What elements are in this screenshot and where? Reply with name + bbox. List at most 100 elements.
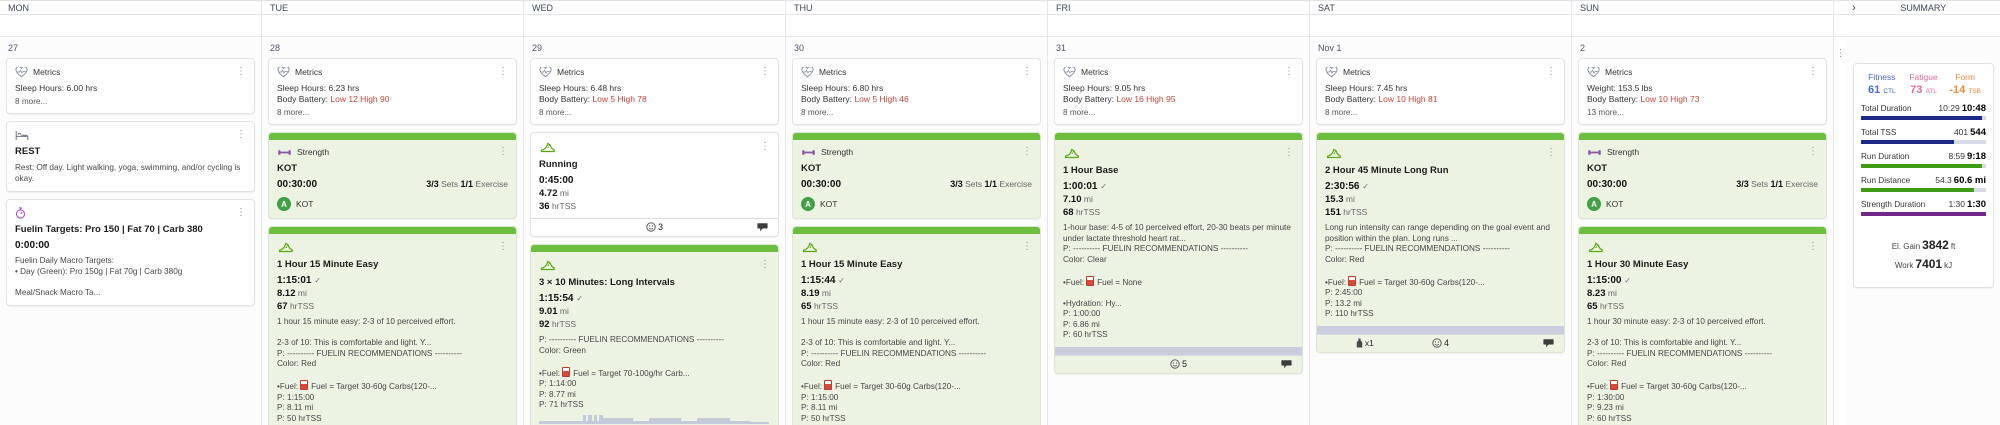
week-band [0,15,261,37]
card-menu-icon[interactable] [1546,67,1556,77]
card-menu-icon[interactable] [498,147,508,157]
metric-value-alert: Low 16 High 95 [1116,94,1176,104]
workout-duration: 1:00:01 [1063,181,1098,192]
card-menu-icon[interactable] [1022,242,1032,252]
panel-drag-handle-icon[interactable] [1836,48,1846,59]
unplanned-run-card[interactable]: Running 0:45:00 4.72 mi 36 hrTSS 3 [530,132,779,237]
fuelin-targets-card[interactable]: Fuelin Targets: Pro 150 | Fat 70 | Carb … [6,199,255,306]
metrics-card[interactable]: Metrics Sleep Hours: 6.00 hrs 8 more... [6,58,255,114]
run-workout-card[interactable]: 1 Hour 30 Minute Easy 1:15:00 8.23 mi 65… [1578,226,1827,425]
metrics-card[interactable]: Metrics Sleep Hours: 9.05 hrs Body Batte… [1054,58,1303,125]
mood-indicator[interactable]: 4 [1432,338,1449,348]
run-workout-card[interactable]: 1 Hour Base 1:00:01 7.10 mi 68 hrTSS 1-h… [1054,132,1303,374]
card-menu-icon[interactable] [1808,147,1818,157]
battery-icon [1086,275,1095,286]
workout-tss: 92 [539,319,550,330]
day-cell-fri[interactable]: 31 Metrics Sleep Hours: 9.05 hrs Body Ba… [1048,37,1309,425]
card-menu-icon[interactable] [1808,67,1818,77]
metrics-more-link[interactable]: 8 more... [539,108,572,117]
card-menu-icon[interactable] [1022,67,1032,77]
bottle-icon [1356,338,1363,348]
workout-description: 1-hour base: 4-5 of 10 perceived effort,… [1063,223,1294,341]
day-cell-sat[interactable]: Nov 1 Metrics Sleep Hours: 7.45 hrs Body… [1310,37,1571,425]
fueling-indicator[interactable]: x1 [1356,338,1374,348]
card-menu-icon[interactable] [236,130,246,140]
day-header-mon: MON [0,0,261,15]
run-workout-card[interactable]: 3 × 10 Minutes: Long Intervals 1:15:54 9… [530,244,779,425]
metrics-more-link[interactable]: 8 more... [801,108,834,117]
fitness-metric: Fitness 61 CTL [1868,72,1896,96]
day-cell-wed[interactable]: 29 Metrics Sleep Hours: 6.48 hrs Body Ba… [524,37,785,425]
sets-count: 3/3 [950,179,963,189]
rest-card[interactable]: REST Rest: Off day. Light walking, yoga,… [6,121,255,192]
sets-count: 3/3 [1736,179,1749,189]
card-menu-icon[interactable] [1284,148,1294,158]
metrics-card[interactable]: Metrics Sleep Hours: 6.48 hrs Body Batte… [530,58,779,125]
card-menu-icon[interactable] [1284,67,1294,77]
week-summary-card[interactable]: Fitness 61 CTL Fatigue 73 ATL Form -14 T… [1853,63,1994,288]
workout-distance: 9.01 [539,306,558,317]
metrics-more-link[interactable]: 8 more... [1063,108,1096,117]
workout-duration: 1:15:01 [277,275,312,286]
metric-value-alert: Low 12 High 90 [330,94,390,104]
comments-icon[interactable] [1281,359,1292,369]
card-menu-icon[interactable] [760,67,770,77]
card-menu-icon[interactable] [760,260,770,270]
card-menu-icon[interactable] [1546,148,1556,158]
metrics-label: Metrics [1081,67,1109,77]
workout-duration: 2:30:56 [1325,181,1360,192]
card-menu-icon[interactable] [236,67,246,77]
day-cell-tue[interactable]: 28 Metrics Sleep Hours: 6.23 hrs Body Ba… [262,37,523,425]
day-cell-sun[interactable]: 2 Metrics Weight: 153.5 lbs Body Battery… [1572,37,1833,425]
metrics-more-link[interactable]: 8 more... [1325,108,1358,117]
metrics-label: Metrics [1605,67,1633,77]
card-menu-icon[interactable] [236,208,246,218]
workout-title: KOT [277,163,298,174]
mood-indicator[interactable]: 3 [646,222,663,232]
workout-duration: 00:30:00 [277,179,318,190]
metric-value-alert: Low 5 High 78 [592,94,647,104]
comments-icon[interactable] [757,222,768,232]
avatar: A [1587,197,1601,211]
metrics-more-link[interactable]: 8 more... [15,97,48,106]
date-number: Nov 1 [1318,43,1342,53]
day-cell-thu[interactable]: 30 Metrics Sleep Hours: 6.80 hrs Body Ba… [786,37,1047,425]
metric-key: Sleep Hours: [277,83,327,93]
metrics-card[interactable]: Metrics Sleep Hours: 6.80 hrs Body Batte… [792,58,1041,125]
mood-indicator[interactable]: 5 [1170,359,1187,369]
card-menu-icon[interactable] [498,67,508,77]
summary-row-run-distance: Run Distance 54.3 60.6 mi [1861,175,1986,192]
metrics-more-link[interactable]: 8 more... [277,108,310,117]
workout-title: 1 Hour Base [1063,165,1119,176]
metrics-card[interactable]: Metrics Sleep Hours: 6.23 hrs Body Batte… [268,58,517,125]
day-column-mon: MON 27 Metrics Sleep Hours: 6.00 hrs 8 m… [0,0,262,425]
avatar-label: KOT [1606,199,1624,209]
planned-value: 1:30 [1966,199,1986,210]
collapse-panel-chevron-icon[interactable] [1847,2,1861,14]
actual-value: 10:29 [1938,103,1960,113]
run-workout-card[interactable]: 1 Hour 15 Minute Easy 1:15:01 8.12 mi 67… [268,226,517,425]
metrics-card[interactable]: Metrics Weight: 153.5 lbs Body Battery: … [1578,58,1827,125]
week-band [1310,15,1571,37]
metrics-card[interactable]: Metrics Sleep Hours: 7.45 hrs Body Batte… [1316,58,1565,125]
strength-workout-card[interactable]: Strength KOT 00:30:00 3/3 Sets 1/1 Exerc… [1578,132,1827,219]
metric-value: 6.23 hrs [328,83,360,93]
card-menu-icon[interactable] [760,142,770,152]
rest-title: REST [15,146,41,157]
completed-status-bar [1579,133,1826,140]
card-menu-icon[interactable] [1808,242,1818,252]
workout-distance: 8.23 [1587,288,1606,299]
metrics-more-link[interactable]: 13 more... [1587,108,1624,117]
strength-workout-card[interactable]: Strength KOT 00:30:00 3/3 Sets 1/1 Exerc… [792,132,1041,219]
day-header-sat: SAT [1310,0,1571,15]
comments-icon[interactable] [1543,338,1554,348]
strength-workout-card[interactable]: Strength KOT 00:30:00 3/3 Sets 1/1 Exerc… [268,132,517,219]
completed-status-bar [269,133,516,140]
summary-row-total-duration: Total Duration 10:29 10:48 [1861,103,1986,120]
run-workout-card[interactable]: 1 Hour 15 Minute Easy 1:15:44 8.19 mi 65… [792,226,1041,425]
card-menu-icon[interactable] [498,242,508,252]
completed-check-icon [838,276,845,285]
day-cell-mon[interactable]: 27 Metrics Sleep Hours: 6.00 hrs 8 more.… [0,37,261,425]
card-menu-icon[interactable] [1022,147,1032,157]
run-workout-card[interactable]: 2 Hour 45 Minute Long Run 2:30:56 15.3 m… [1316,132,1565,353]
